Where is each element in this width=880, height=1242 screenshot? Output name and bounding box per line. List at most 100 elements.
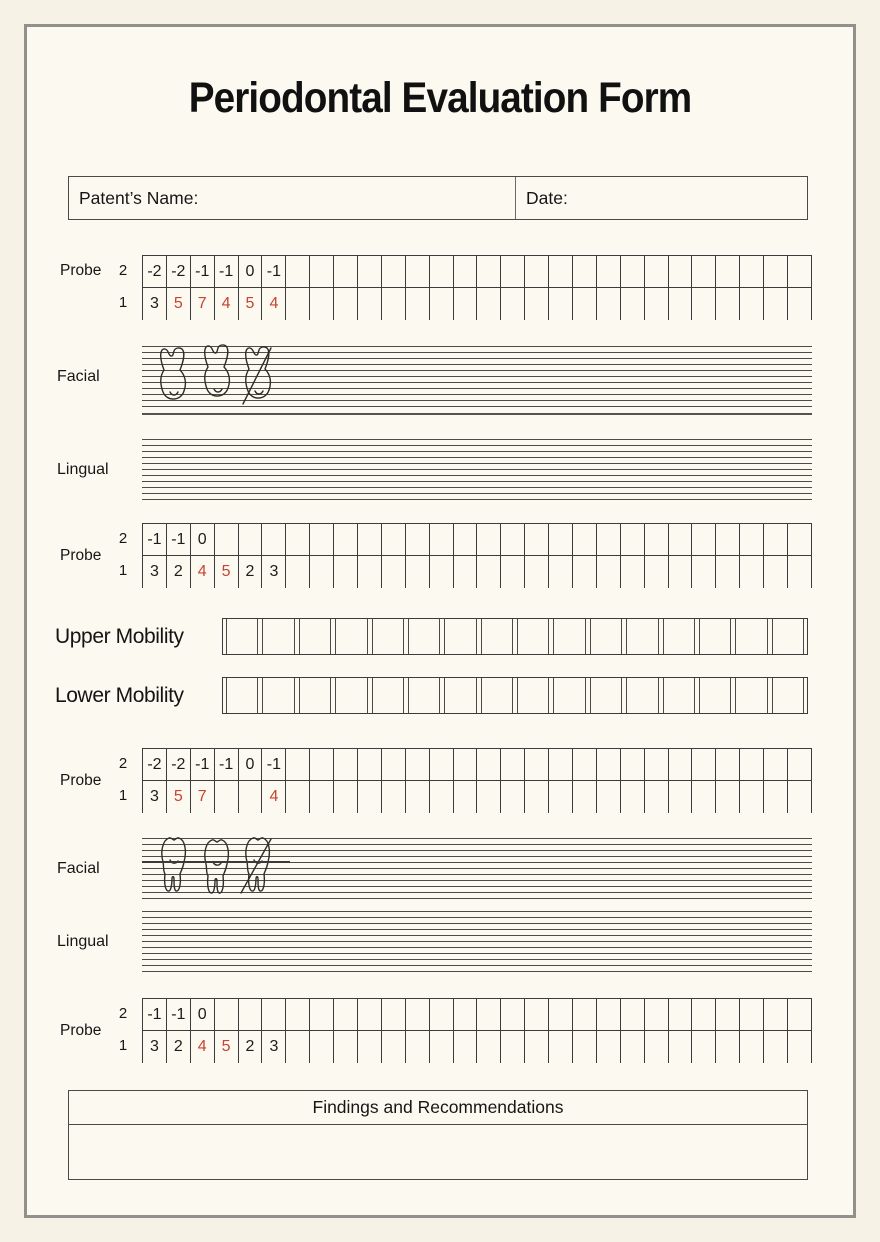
probe-cell[interactable]: [621, 999, 645, 1030]
probe-cell[interactable]: 0: [191, 999, 215, 1030]
mobility-cell[interactable]: [335, 619, 368, 654]
probe-cell[interactable]: -1: [215, 256, 239, 287]
probe-cell[interactable]: [430, 1031, 454, 1063]
probe-cell[interactable]: 5: [215, 1031, 239, 1063]
probe-cell[interactable]: 7: [191, 781, 215, 813]
probe-cell[interactable]: [406, 556, 430, 588]
mobility-cell[interactable]: [335, 678, 368, 713]
probe-cell[interactable]: [477, 524, 502, 555]
probe-cell[interactable]: [669, 999, 693, 1030]
probe-cell[interactable]: [358, 999, 382, 1030]
probe-cell[interactable]: [645, 999, 669, 1030]
probe-cell[interactable]: [358, 556, 382, 588]
probe-cell[interactable]: [740, 556, 765, 588]
probe-cell[interactable]: [430, 256, 454, 287]
probe-cell[interactable]: [716, 781, 741, 813]
mobility-cell[interactable]: [262, 619, 295, 654]
mobility-cell[interactable]: [735, 678, 768, 713]
probe-cell[interactable]: [645, 524, 669, 555]
probe-cell[interactable]: [286, 556, 311, 588]
mobility-cell[interactable]: [226, 619, 259, 654]
probe-cell[interactable]: [501, 749, 526, 780]
probe-cell[interactable]: 4: [262, 288, 287, 320]
probe-cell[interactable]: [477, 288, 502, 320]
probe-cell[interactable]: [669, 256, 693, 287]
probe-cell[interactable]: [597, 524, 621, 555]
probe-cell[interactable]: [525, 524, 550, 555]
mobility-cell[interactable]: [662, 619, 695, 654]
probe-cell[interactable]: [406, 1031, 430, 1063]
probe-cell[interactable]: [597, 288, 621, 320]
probe-cell[interactable]: 3: [143, 556, 167, 588]
probe-cell[interactable]: [788, 999, 812, 1030]
probe-cell[interactable]: [358, 749, 382, 780]
mobility-cell[interactable]: [589, 619, 623, 654]
probe-cell[interactable]: [286, 524, 311, 555]
probe-cell[interactable]: [621, 256, 645, 287]
probe-cell[interactable]: -2: [167, 256, 191, 287]
probe-cell[interactable]: [645, 288, 669, 320]
probe-cell[interactable]: [501, 256, 526, 287]
probe-cell[interactable]: -1: [215, 749, 239, 780]
probe-cell[interactable]: [262, 999, 287, 1030]
probe-cell[interactable]: [645, 749, 669, 780]
probe-cell[interactable]: [740, 781, 765, 813]
probe-cell[interactable]: [597, 999, 621, 1030]
mobility-cell[interactable]: [589, 678, 623, 713]
probe-cell[interactable]: 3: [143, 781, 167, 813]
probe-cell[interactable]: [477, 556, 502, 588]
mobility-cell[interactable]: [553, 619, 586, 654]
probe-cell[interactable]: [597, 749, 621, 780]
probe-cell[interactable]: [454, 256, 478, 287]
probe-cell[interactable]: [406, 288, 430, 320]
probe-cell[interactable]: [454, 288, 478, 320]
probe-cell[interactable]: [788, 556, 812, 588]
probe-cell[interactable]: [501, 781, 526, 813]
probe-cell[interactable]: [573, 749, 597, 780]
probe-cell[interactable]: [454, 1031, 478, 1063]
probe-cell[interactable]: [382, 999, 406, 1030]
probe-cell[interactable]: [549, 999, 574, 1030]
probe-cell[interactable]: [573, 256, 597, 287]
probe-cell[interactable]: 0: [239, 256, 263, 287]
probe-cell[interactable]: [692, 524, 717, 555]
probe-cell[interactable]: 3: [143, 1031, 167, 1063]
probe-cell[interactable]: [621, 524, 645, 555]
probe-cell[interactable]: [501, 1031, 526, 1063]
probe-cell[interactable]: [549, 1031, 574, 1063]
mobility-cell[interactable]: [444, 678, 477, 713]
probe-cell[interactable]: [215, 781, 239, 813]
probe-cell[interactable]: [549, 524, 574, 555]
probe-cell[interactable]: -1: [191, 256, 215, 287]
probe-cell[interactable]: 5: [239, 288, 263, 320]
probe-cell[interactable]: [310, 556, 335, 588]
mobility-cell[interactable]: [698, 678, 732, 713]
probe-cell[interactable]: [382, 256, 406, 287]
probe-cell[interactable]: [286, 999, 311, 1030]
probe-cell[interactable]: 3: [262, 1031, 287, 1063]
probe-cell[interactable]: [716, 999, 741, 1030]
probe-cell[interactable]: [525, 556, 550, 588]
probe-cell[interactable]: [430, 781, 454, 813]
probe-cell[interactable]: -1: [167, 524, 191, 555]
probe-cell[interactable]: 4: [191, 1031, 215, 1063]
probe-cell[interactable]: [716, 256, 741, 287]
probe-cell[interactable]: [669, 524, 693, 555]
mobility-cell[interactable]: [626, 619, 659, 654]
probe-cell[interactable]: [788, 288, 812, 320]
probe-cell[interactable]: [788, 1031, 812, 1063]
mobility-cell[interactable]: [480, 678, 513, 713]
probe-cell[interactable]: [477, 749, 502, 780]
probe-cell[interactable]: [430, 556, 454, 588]
probe-cell[interactable]: 0: [239, 749, 263, 780]
probe-cell[interactable]: -1: [143, 999, 167, 1030]
probe-cell[interactable]: [716, 749, 741, 780]
probe-cell[interactable]: [621, 288, 645, 320]
mobility-cell[interactable]: [407, 619, 441, 654]
probe-cell[interactable]: [310, 1031, 335, 1063]
probe-cell[interactable]: [597, 556, 621, 588]
probe-cell[interactable]: 3: [143, 288, 167, 320]
probe-cell[interactable]: [286, 288, 311, 320]
probe-cell[interactable]: 2: [167, 1031, 191, 1063]
probe-cell[interactable]: [286, 749, 311, 780]
